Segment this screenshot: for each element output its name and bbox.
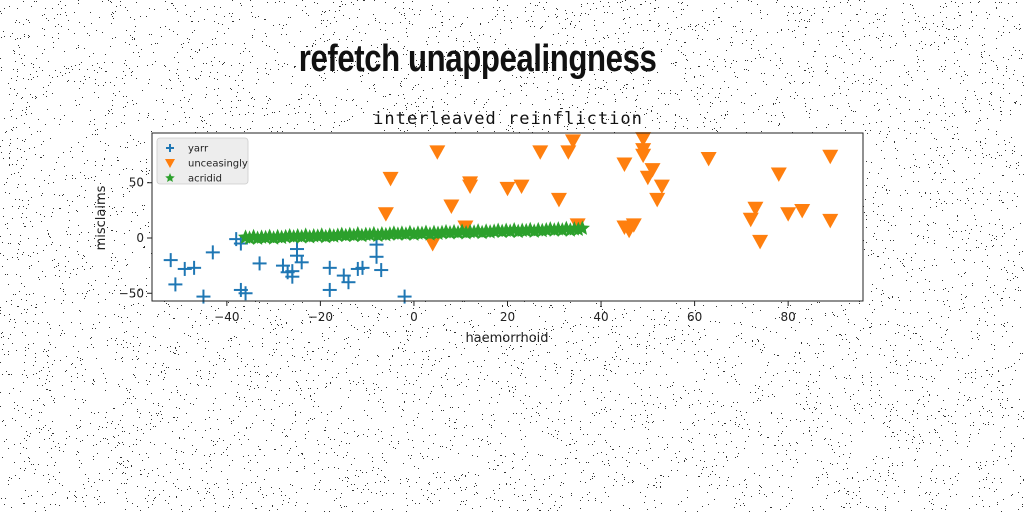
point-yarr	[369, 249, 384, 264]
point-yarr	[187, 260, 202, 275]
series-unceasingly	[377, 132, 839, 252]
legend-items: yarr unceasingly acridid	[165, 144, 248, 185]
point-yarr	[285, 264, 300, 279]
y-axis-ticks: −50 0 50	[119, 176, 152, 300]
series-layer	[163, 132, 839, 304]
legend-marker-yarr	[166, 144, 174, 152]
point-unceasingly	[550, 192, 567, 208]
point-acridid	[502, 223, 518, 238]
point-acridid	[574, 220, 590, 235]
series-acridid	[237, 220, 590, 245]
x-axis-label: haemorrhoid	[465, 331, 548, 346]
x-tick-label: 20	[500, 310, 515, 324]
legend: yarr unceasingly acridid	[156, 137, 249, 185]
point-unceasingly	[443, 199, 460, 214]
legend-label-acridid: acridid	[188, 174, 222, 185]
point-unceasingly	[429, 145, 446, 160]
point-unceasingly	[794, 203, 811, 219]
point-unceasingly	[382, 171, 399, 187]
legend-item-yarr: yarr	[166, 144, 209, 155]
point-unceasingly	[635, 143, 652, 158]
point-yarr	[374, 263, 389, 278]
point-acridid	[422, 226, 438, 241]
point-yarr	[163, 253, 178, 268]
point-unceasingly	[752, 234, 769, 250]
point-yarr	[322, 260, 337, 275]
point-yarr	[177, 261, 192, 276]
y-tick-label: −50	[119, 286, 144, 300]
point-acridid	[474, 224, 490, 240]
x-axis-ticks: −40 −20 0 20 40 60 80	[214, 301, 796, 324]
chart-title: interleaved reinfliction	[373, 109, 643, 129]
point-unceasingly	[742, 212, 759, 228]
legend-marker-unceasingly	[165, 159, 175, 168]
point-unceasingly	[377, 207, 394, 222]
point-yarr	[322, 282, 337, 297]
point-unceasingly	[822, 213, 839, 229]
legend-box	[156, 137, 249, 185]
x-tick-label: 40	[593, 310, 608, 324]
point-yarr	[238, 286, 253, 301]
point-acridid	[346, 227, 362, 243]
x-tick-label: −20	[308, 310, 333, 324]
point-yarr	[205, 245, 220, 260]
point-acridid	[241, 230, 258, 245]
point-yarr	[355, 260, 370, 275]
point-yarr	[168, 277, 183, 292]
point-yarr	[252, 256, 267, 271]
series-yarr	[163, 232, 412, 304]
legend-marker-acridid	[165, 173, 175, 183]
point-yarr	[341, 275, 356, 290]
point-yarr	[294, 255, 309, 270]
point-acridid	[294, 228, 310, 244]
legend-label-yarr: yarr	[188, 144, 209, 155]
legend-label-unceasingly: unceasingly	[188, 159, 248, 170]
legend-item-unceasingly: unceasingly	[165, 159, 248, 170]
point-yarr	[369, 237, 384, 252]
point-unceasingly	[616, 157, 633, 172]
point-acridid	[266, 230, 282, 245]
point-unceasingly	[560, 145, 577, 160]
point-acridid	[526, 223, 542, 238]
point-unceasingly	[770, 167, 787, 182]
point-unceasingly	[424, 237, 441, 252]
x-tick-label: 60	[687, 310, 702, 324]
y-tick-label: 50	[129, 176, 144, 190]
point-unceasingly	[653, 179, 670, 195]
point-unceasingly	[532, 145, 549, 160]
plot-area	[152, 133, 863, 301]
point-unceasingly	[635, 132, 652, 147]
point-acridid	[370, 227, 386, 242]
point-unceasingly	[625, 218, 642, 233]
point-unceasingly	[644, 163, 661, 178]
main-title: refetch unappealingness	[298, 38, 657, 80]
point-unceasingly	[462, 176, 479, 191]
x-tick-label: 0	[410, 310, 418, 324]
y-axis-label: misclaims	[94, 185, 109, 250]
point-unceasingly	[700, 152, 717, 167]
legend-item-acridid: acridid	[165, 173, 222, 185]
point-unceasingly	[780, 207, 797, 222]
y-tick-label: 0	[136, 231, 144, 245]
point-unceasingly	[499, 181, 516, 197]
point-unceasingly	[649, 192, 666, 208]
point-acridid	[398, 226, 414, 241]
x-tick-label: −40	[214, 310, 239, 324]
point-unceasingly	[822, 149, 839, 165]
point-unceasingly	[513, 179, 530, 195]
point-unceasingly	[564, 134, 581, 149]
point-acridid	[554, 222, 570, 237]
point-acridid	[450, 224, 466, 240]
point-acridid	[318, 228, 334, 244]
point-unceasingly	[747, 201, 764, 217]
x-tick-label: 80	[781, 310, 796, 324]
